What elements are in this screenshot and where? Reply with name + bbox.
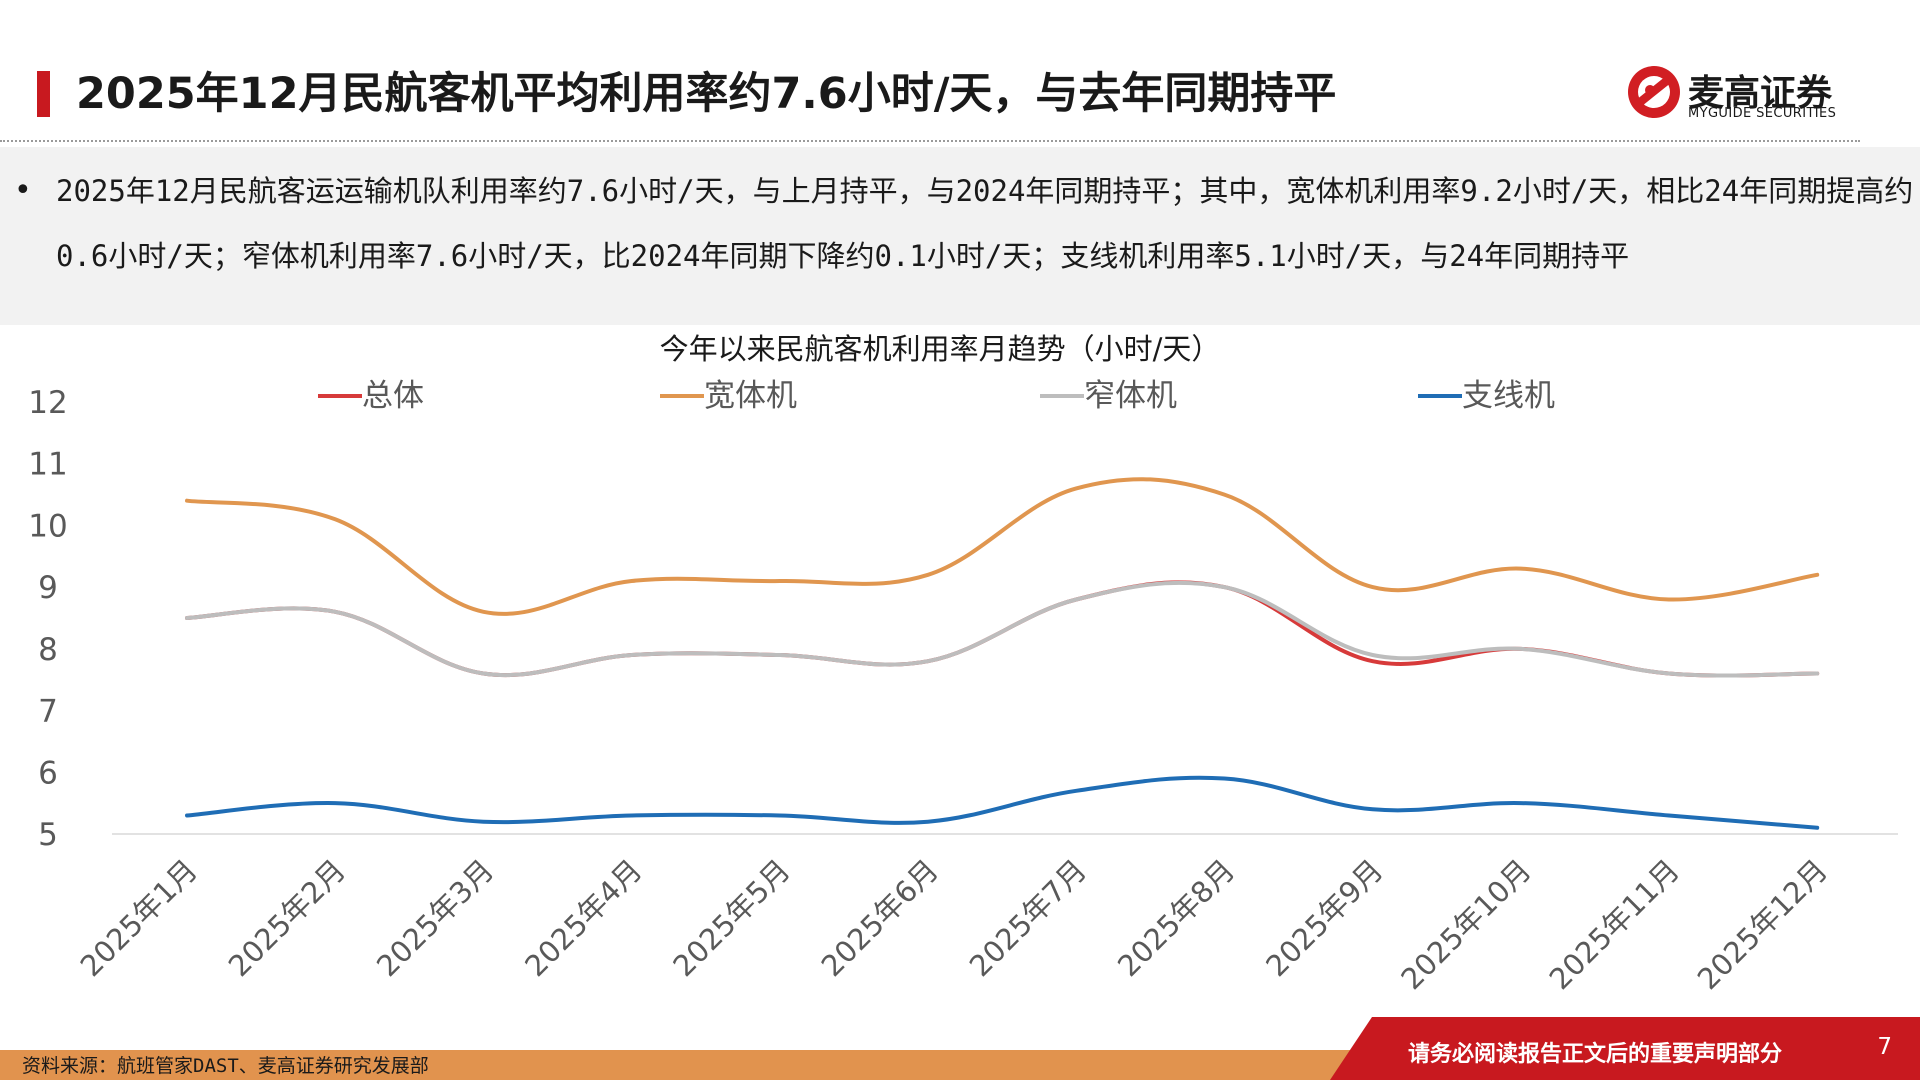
title-accent-bar (37, 71, 50, 117)
y-tick-label: 5 (38, 817, 58, 853)
legend-label: 窄体机 (1084, 378, 1177, 414)
x-tick-label: 2025年8月 (1111, 853, 1241, 983)
y-tick-label: 7 (38, 694, 58, 730)
disclaimer-banner: 请务必阅读报告正文后的重要声明部分 7 (1330, 1017, 1920, 1080)
disclaimer-text: 请务必阅读报告正文后的重要声明部分 (1407, 1042, 1782, 1067)
x-tick-label: 2025年6月 (815, 853, 945, 983)
x-tick-label: 2025年2月 (222, 853, 352, 983)
page-number: 7 (1877, 1034, 1892, 1060)
chart-title: 今年以来民航客机利用率月趋势（小时/天） (660, 332, 1221, 366)
x-tick-label: 2025年5月 (666, 853, 796, 983)
series-line-1 (185, 580, 1820, 678)
series-line-3 (185, 580, 1820, 678)
y-tick-label: 6 (38, 755, 58, 791)
x-tick-label: 2025年3月 (370, 853, 500, 983)
x-tick-label: 2025年4月 (518, 853, 648, 983)
brand-subtitle: MYGUIDE SECURITIES (1688, 106, 1837, 121)
x-tick-label: 2025年11月 (1543, 853, 1686, 996)
x-tick-label: 2025年7月 (963, 853, 1093, 983)
y-tick-label: 9 (38, 570, 58, 606)
y-tick-label: 12 (28, 385, 67, 421)
x-tick-label: 2025年9月 (1259, 853, 1389, 983)
y-tick-label: 8 (38, 632, 58, 668)
legend-label: 宽体机 (704, 378, 797, 414)
series-line-2 (185, 477, 1820, 616)
brand-logo: 麦高证券 MYGUIDE SECURITIES (1622, 60, 1852, 130)
x-tick-label: 2025年10月 (1394, 853, 1537, 996)
source-note: 资料来源：航班管家DAST、麦高证券研究发展部 (22, 1055, 429, 1077)
brand-name: 麦高证券 (1688, 73, 1833, 114)
y-tick-label: 11 (28, 447, 67, 483)
series-line-4 (185, 775, 1820, 830)
legend-label: 支线机 (1462, 378, 1555, 414)
brand-logo-icon (1628, 66, 1680, 118)
header-divider (0, 140, 1860, 142)
legend-label: 总体 (362, 378, 424, 414)
page-title: 2025年12月民航客机平均利用率约7.6小时/天，与去年同期持平 (76, 69, 1337, 119)
summary-box: • 2025年12月民航客运运输机队利用率约7.6小时/天，与上月持平，与202… (0, 147, 1920, 325)
y-tick-label: 10 (28, 508, 67, 544)
x-tick-label: 2025年12月 (1691, 853, 1834, 996)
disclaimer-banner-shape (1330, 1017, 1920, 1080)
summary-text: 2025年12月民航客运运输机队利用率约7.6小时/天，与上月持平，与2024年… (56, 174, 1914, 273)
x-tick-label: 2025年1月 (74, 853, 204, 983)
summary-bullet: • (14, 173, 32, 208)
